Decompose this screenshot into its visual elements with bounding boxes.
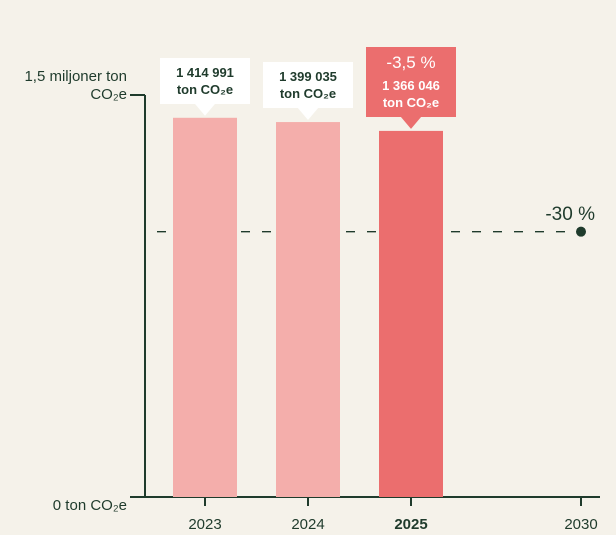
bar	[173, 117, 237, 497]
bar	[276, 122, 340, 497]
change-label: -3,5 %	[386, 52, 436, 72]
x-tick-label: 2024	[291, 516, 325, 533]
y-tick-label: 0 ton CO₂e	[52, 497, 127, 514]
bar	[379, 130, 443, 498]
value-label: 1 399 035 ton CO₂e	[279, 69, 337, 102]
callout-pointer	[400, 115, 422, 129]
x-tick-label: 2025	[394, 516, 428, 533]
target-dot	[576, 226, 586, 237]
target-label: -30 %	[545, 203, 595, 225]
x-tick-label: 2030	[564, 516, 598, 533]
value-callout: 1 414 991 ton CO₂e	[160, 57, 250, 104]
value-label: 1 414 991 ton CO₂e	[176, 64, 234, 97]
value-label: 1 366 046 ton CO₂e	[382, 77, 440, 110]
value-callout: 1 399 035 ton CO₂e	[263, 62, 353, 109]
x-tick-label: 2023	[188, 516, 222, 533]
callout-pointer	[194, 102, 216, 116]
y-tick-label: 1,5 miljoner ton CO₂e	[24, 68, 127, 103]
value-callout: -3,5 % 1 366 046 ton CO₂e	[366, 46, 456, 117]
callout-pointer	[297, 107, 319, 121]
